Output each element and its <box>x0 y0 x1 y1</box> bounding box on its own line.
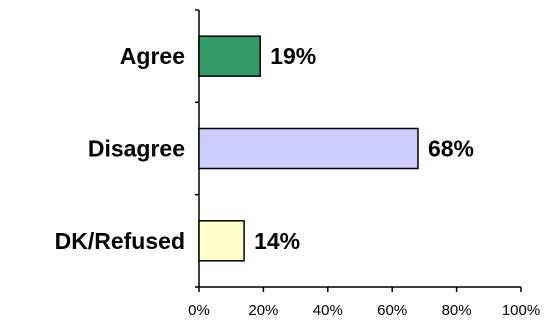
bar-dk-refused <box>198 220 245 262</box>
x-axis-ticks: 0% 20% 40% 60% 80% 100% <box>188 287 540 319</box>
bar-disagree <box>198 127 419 170</box>
x-tick-label: 100% <box>502 302 540 319</box>
x-tick-label: 80% <box>442 302 472 319</box>
x-tick-label: 20% <box>248 302 278 319</box>
category-label: Agree <box>120 43 185 69</box>
value-labels: 19% 68% 14% <box>254 43 474 254</box>
value-label: 19% <box>270 43 316 69</box>
bars <box>198 35 419 262</box>
x-tick-label: 60% <box>377 302 407 319</box>
x-tick-label: 0% <box>188 302 210 319</box>
category-label: Disagree <box>88 136 185 162</box>
bar-agree <box>198 35 261 77</box>
category-label: DK/Refused <box>55 228 185 254</box>
value-label: 68% <box>428 136 474 162</box>
category-labels: Agree Disagree DK/Refused <box>55 43 185 254</box>
x-tick-label: 40% <box>313 302 343 319</box>
value-label: 14% <box>254 228 300 254</box>
